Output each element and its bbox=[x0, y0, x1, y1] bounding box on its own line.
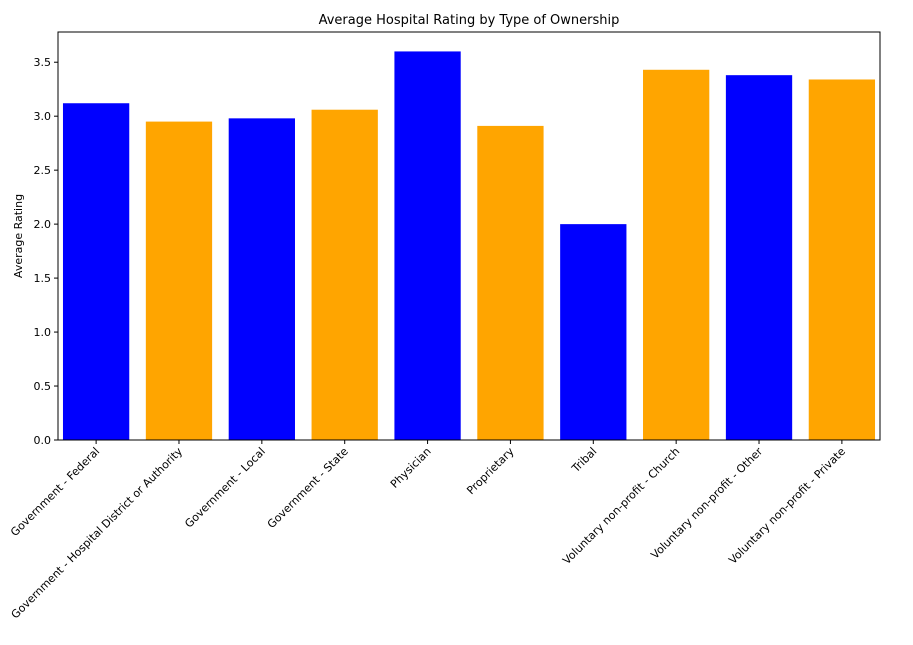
bar-4 bbox=[394, 51, 461, 441]
bar-5 bbox=[477, 125, 544, 441]
y-tick-label-3: 1.5 bbox=[34, 272, 52, 285]
bar-3 bbox=[311, 109, 378, 441]
bar-8 bbox=[725, 75, 793, 441]
y-tick-label-4: 2.0 bbox=[34, 218, 52, 231]
chart-title: Average Hospital Rating by Type of Owner… bbox=[319, 13, 620, 28]
bar-7 bbox=[643, 69, 710, 440]
y-tick-label-5: 2.5 bbox=[34, 164, 52, 177]
y-tick-label-0: 0.0 bbox=[34, 434, 52, 447]
bar-2 bbox=[228, 118, 295, 440]
bar-9 bbox=[808, 79, 876, 441]
y-tick-label-7: 3.5 bbox=[34, 56, 52, 69]
plot-frame bbox=[57, 31, 881, 441]
y-tick-label-6: 3.0 bbox=[34, 110, 52, 123]
bar-0 bbox=[62, 103, 130, 441]
bar-6 bbox=[560, 224, 627, 440]
y-axis-label: Average Rating bbox=[12, 194, 25, 278]
y-tick-label-1: 0.5 bbox=[34, 380, 52, 393]
y-tick-label-2: 1.0 bbox=[34, 326, 52, 339]
bar-1 bbox=[145, 121, 213, 440]
